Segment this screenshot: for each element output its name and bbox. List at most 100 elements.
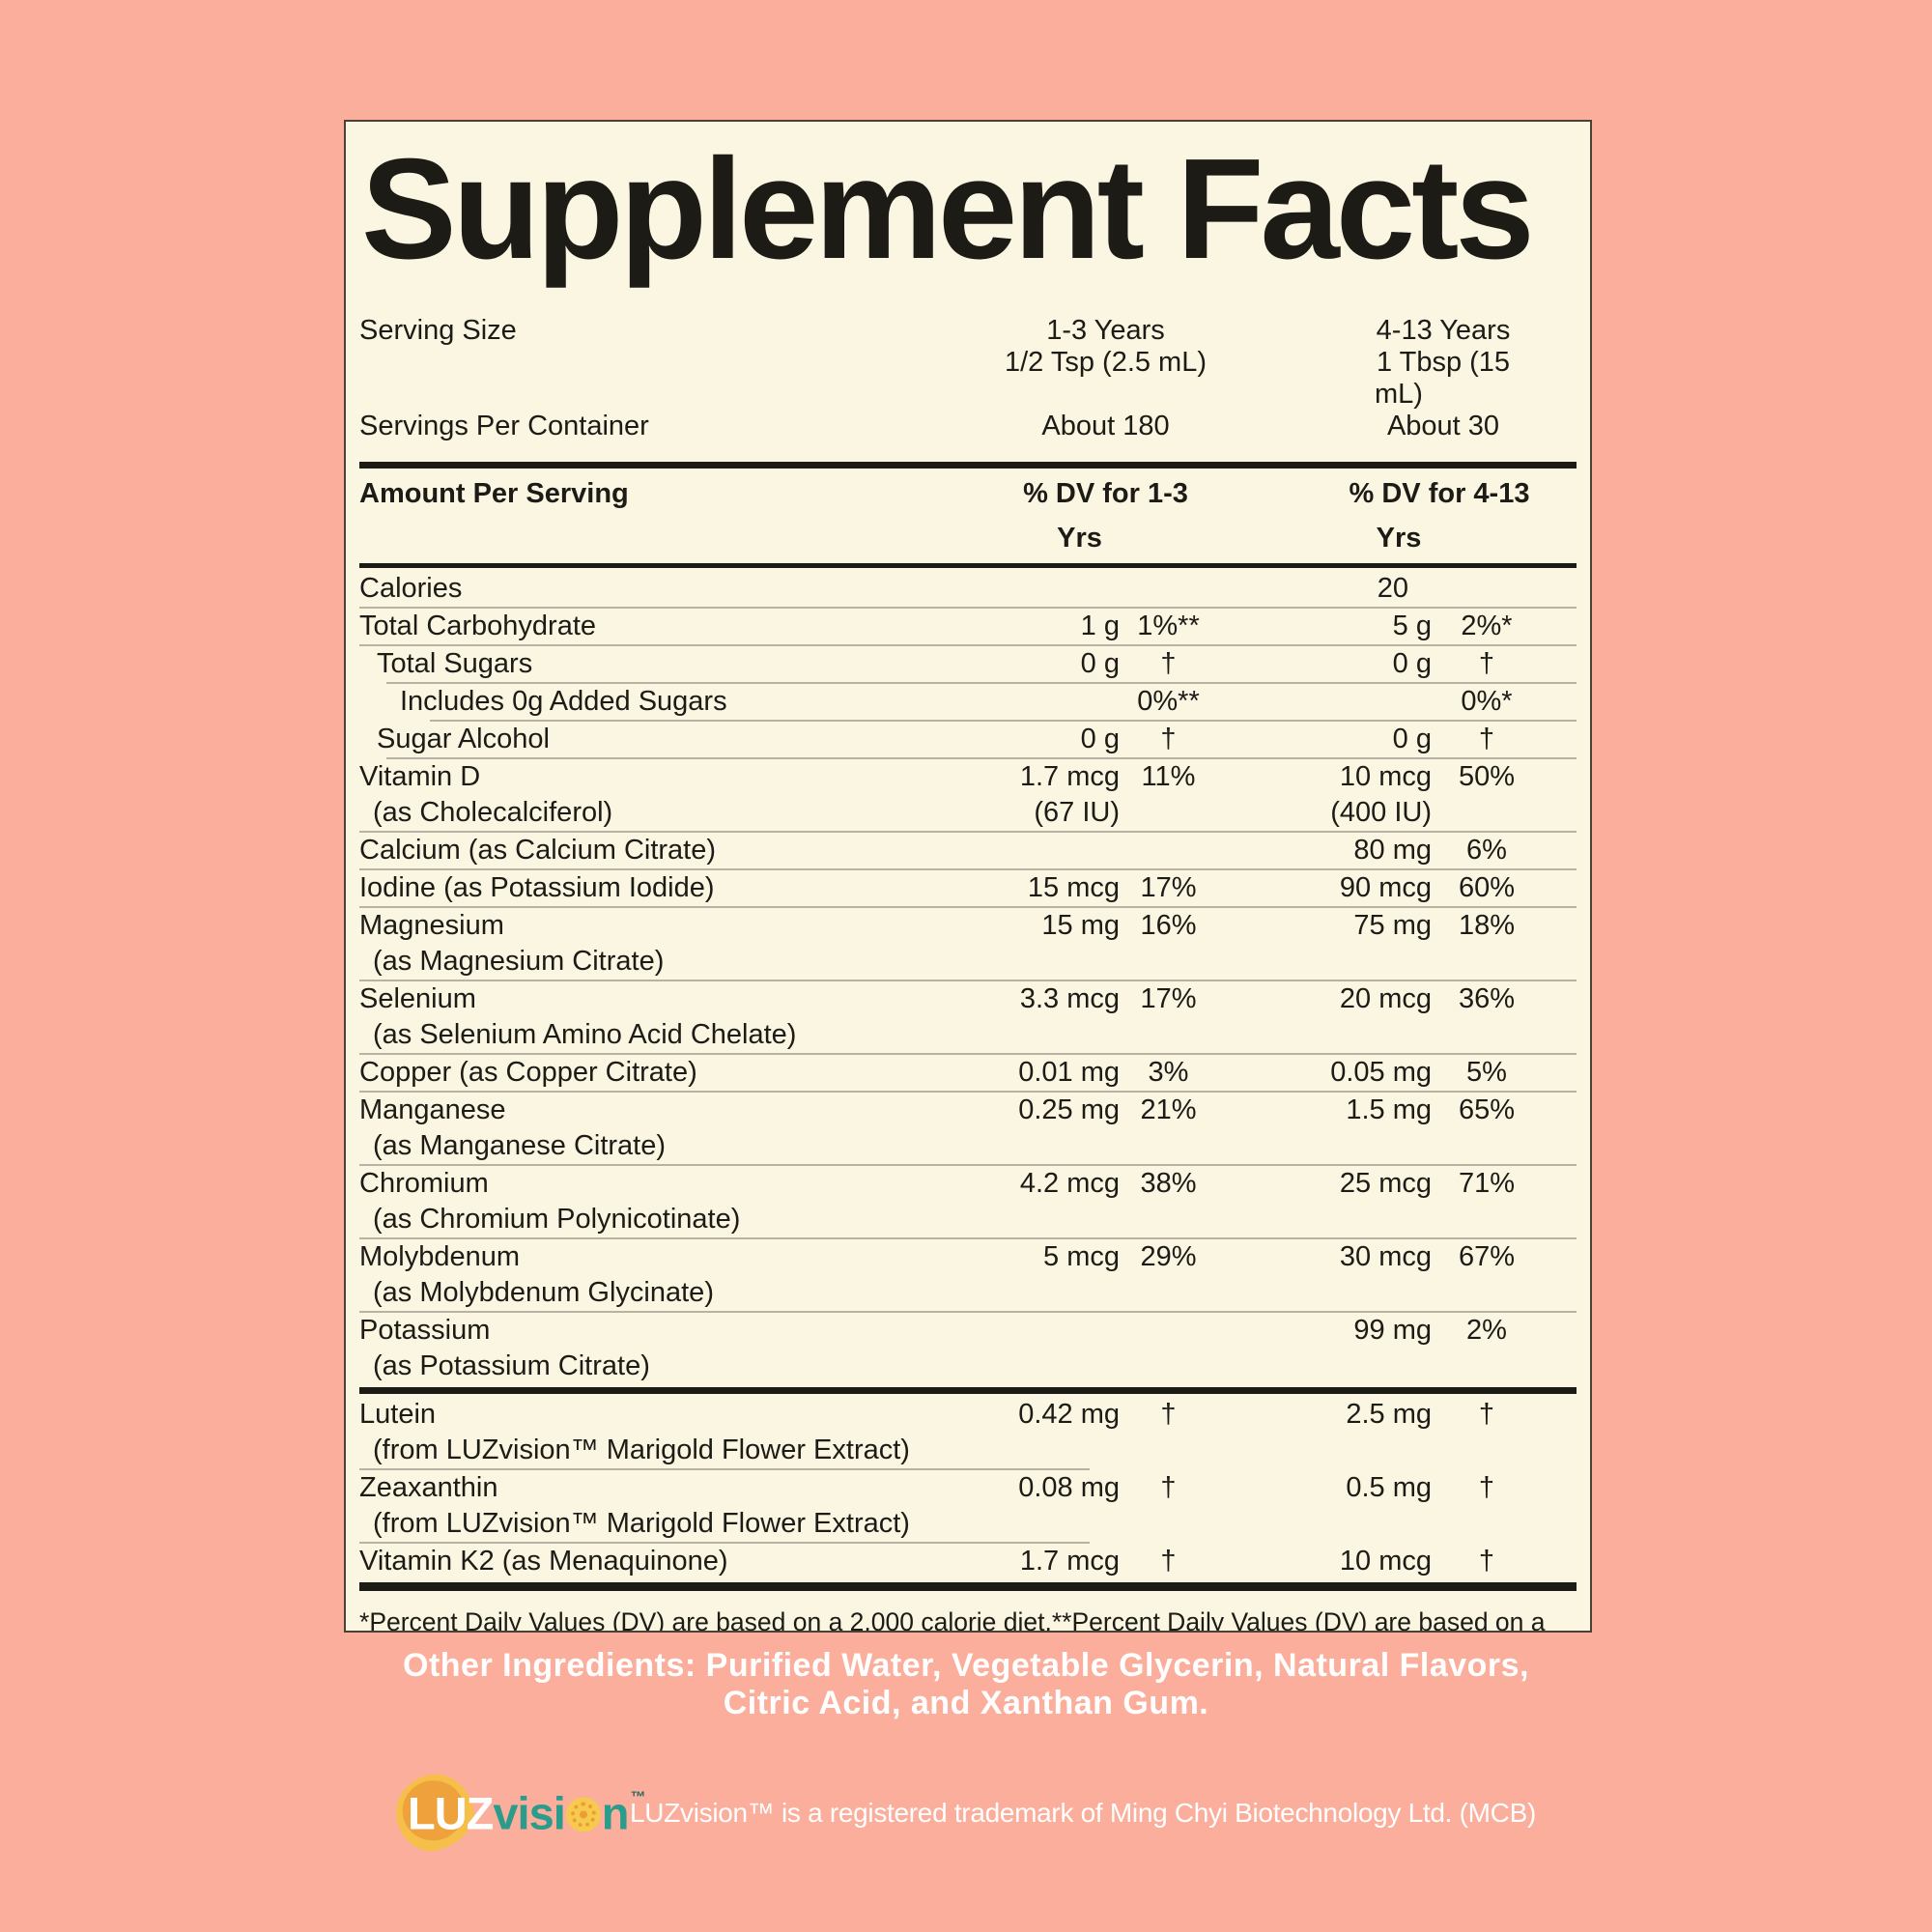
divider-medium (359, 562, 1577, 568)
amount-col2: 2.5 mg (1346, 1398, 1432, 1430)
amount-col1: 0 g (1080, 647, 1120, 679)
column-header-dv1: % DV for 1-3 Yrs (1023, 477, 1188, 554)
amount-col2: 0 g (1392, 647, 1432, 679)
row-separator (359, 1052, 1577, 1055)
amount-col1: 0.08 mg (1018, 1471, 1120, 1503)
amount-col2: 0.5 mg (1346, 1471, 1432, 1503)
logo-text-luz: LUZ (408, 1787, 494, 1839)
dv-col2: 36% (1458, 982, 1516, 1014)
dv-col2: 0%* (1461, 685, 1513, 717)
column-header-dv2: % DV for 4-13 Yrs (1349, 477, 1530, 554)
dv-col1: 38% (1140, 1167, 1197, 1199)
divider-thick-top (359, 461, 1577, 469)
column-header-amount: Amount Per Serving (359, 477, 629, 509)
amount-col2-line2: (400 IU) (1330, 796, 1432, 828)
dv-col1: 11% (1141, 760, 1196, 792)
amount-col2: 20 mcg (1339, 982, 1432, 1014)
row-separator (359, 867, 1577, 870)
serving-label: Servings Per Container (359, 410, 649, 441)
row-separator (359, 1236, 1577, 1239)
row-separator (359, 1467, 1090, 1470)
nutrient-name: Lutein (359, 1398, 437, 1430)
table-row: Sugar Alcohol 0 g † 0 g † (359, 722, 1577, 759)
table-row: Vitamin K2 (as Menaquinone) 1.7 mcg † 10… (359, 1544, 1577, 1579)
other-ingredients-line2: Citric Acid, and Xanthan Gum. (723, 1685, 1209, 1721)
nutrient-name-line2: (as Magnesium Citrate) (373, 945, 665, 977)
dv-col1: † (1160, 1398, 1177, 1430)
dv-col2: † (1478, 1398, 1495, 1430)
dv-col2: 50% (1458, 760, 1516, 792)
dv-col2: 65% (1458, 1094, 1516, 1125)
panel-title: Supplement Facts (361, 129, 1535, 289)
amount-col2: 80 mg (1353, 834, 1432, 866)
amount-col2: 1.5 mg (1346, 1094, 1432, 1125)
botanical-table: Lutein 0.42 mg † 2.5 mg † (from LUZvisio… (359, 1397, 1577, 1579)
nutrient-name-line2: (as Manganese Citrate) (373, 1129, 667, 1161)
serving-value-col2: 4-13 Years (1376, 314, 1511, 346)
nutrient-name: Calories (359, 572, 463, 604)
amount-col1: 0.25 mg (1018, 1094, 1120, 1125)
supplement-facts-panel: Supplement Facts Serving Size 1-3 Years … (344, 120, 1592, 1633)
amount-col1: 1.7 mcg (1019, 760, 1120, 792)
table-row: Magnesium 15 mg 16% 75 mg 18% (as Magnes… (359, 908, 1577, 981)
dv-col1: 16% (1140, 909, 1197, 941)
nutrient-name: Potassium (359, 1314, 491, 1346)
nutrient-name-line2: (from LUZvision™ Marigold Flower Extract… (373, 1434, 910, 1465)
nutrient-name: Vitamin D (359, 760, 481, 792)
nutrient-name: Sugar Alcohol (377, 723, 550, 754)
row-separator (386, 756, 1577, 759)
serving-value-col1: 1/2 Tsp (2.5 mL) (1005, 346, 1208, 378)
row-separator (359, 1310, 1577, 1313)
dv-col1: 21% (1140, 1094, 1197, 1125)
table-row: Vitamin D 1.7 mcg 11% 10 mcg 50% (as Cho… (359, 759, 1577, 833)
nutrient-name-line2: (from LUZvision™ Marigold Flower Extract… (373, 1507, 910, 1539)
luzvision-logo: LUZvisi n ™ (388, 1767, 646, 1858)
amount-col1: 0.01 mg (1018, 1056, 1120, 1088)
nutrient-name-line2: (as Potassium Citrate) (373, 1350, 650, 1381)
dv-col1: 29% (1140, 1240, 1197, 1272)
nutrient-name: Magnesium (359, 909, 504, 941)
amount-col2: 0.05 mg (1330, 1056, 1432, 1088)
nutrient-name: Includes 0g Added Sugars (400, 685, 727, 717)
serving-row: 1/2 Tsp (2.5 mL) 1 Tbsp (15 mL) (359, 347, 1577, 411)
amount-col2: 25 mcg (1339, 1167, 1432, 1199)
dv-col2: 5% (1466, 1056, 1507, 1088)
serving-row: Serving Size 1-3 Years 4-13 Years (359, 315, 1577, 347)
divider-thick-mid (359, 1386, 1577, 1394)
nutrient-name-line2: (as Cholecalciferol) (373, 796, 613, 828)
logo-text-n: n (601, 1787, 630, 1839)
nutrient-name: Vitamin K2 (as Menaquinone) (359, 1545, 728, 1577)
brand-footer: LUZvisi n ™ LUZvision™ is a registered tra… (0, 1767, 1932, 1858)
table-row: Potassium 99 mg 2% (as Potassium Citrate… (359, 1313, 1577, 1384)
dv-col1: † (1160, 647, 1177, 679)
table-row: Zeaxanthin 0.08 mg † 0.5 mg † (from LUZv… (359, 1470, 1577, 1544)
amount-col2: 30 mcg (1339, 1240, 1432, 1272)
row-separator (386, 681, 1577, 684)
amount-col2: 90 mcg (1339, 871, 1432, 903)
serving-value-col1: 1-3 Years (1046, 314, 1165, 346)
footnote-daily-values: *Percent Daily Values (DV) are based on … (359, 1606, 1546, 1633)
nutrient-name: Chromium (359, 1167, 489, 1199)
dv-col1: 3% (1148, 1056, 1189, 1088)
dv-col2: 67% (1458, 1240, 1516, 1272)
table-row: Chromium 4.2 mcg 38% 25 mcg 71% (as Chro… (359, 1166, 1577, 1239)
nutrient-name: Total Sugars (377, 647, 533, 679)
amount-col1: 0 g (1080, 723, 1120, 754)
serving-value-col2: 1 Tbsp (15 mL) (1375, 346, 1511, 410)
amount-col1: 4.2 mcg (1019, 1167, 1120, 1199)
dv-col2: 71% (1458, 1167, 1516, 1199)
table-row: Molybdenum 5 mcg 29% 30 mcg 67% (as Moly… (359, 1239, 1577, 1313)
serving-row: Servings Per Container About 180 About 3… (359, 411, 1577, 442)
dv-col1: 0%** (1137, 685, 1200, 717)
nutrient-name: Iodine (as Potassium Iodide) (359, 871, 715, 903)
table-row: Copper (as Copper Citrate) 0.01 mg 3% 0.… (359, 1055, 1577, 1093)
amount-col1: 1 g (1080, 610, 1120, 641)
footnotes: *Percent Daily Values (DV) are based on … (359, 1594, 1577, 1633)
amount-col1: 1.7 mcg (1019, 1545, 1120, 1577)
table-row: Includes 0g Added Sugars 0%** 0%* (359, 684, 1577, 722)
nutrient-name: Selenium (359, 982, 476, 1014)
amount-col2: 20 (1377, 572, 1408, 604)
table-row: Total Carbohydrate 1 g 1%** 5 g 2%* (359, 609, 1577, 646)
dv-col2: 2%* (1461, 610, 1513, 641)
table-row: Iodine (as Potassium Iodide) 15 mcg 17% … (359, 870, 1577, 908)
